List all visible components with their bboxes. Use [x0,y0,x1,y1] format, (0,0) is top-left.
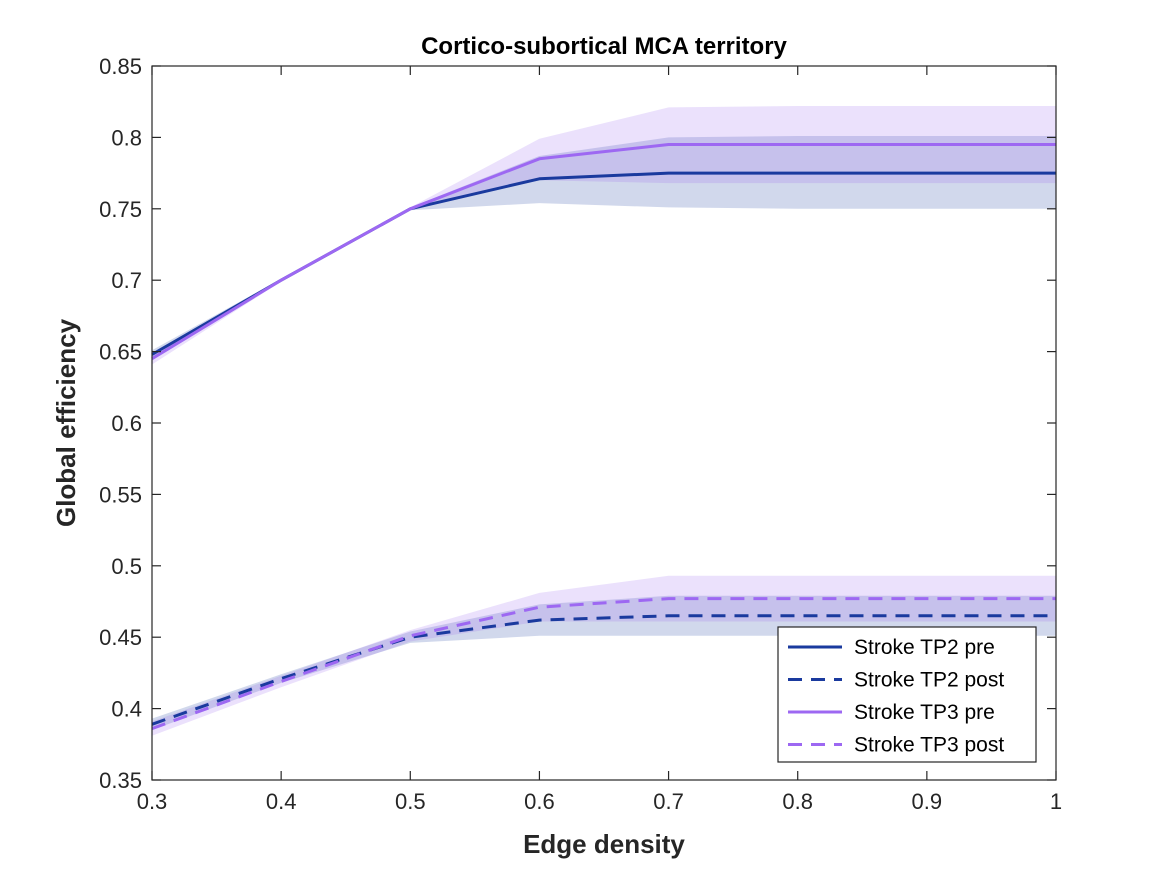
x-tick-label: 1 [1050,789,1062,814]
line-stroke-tp2-post [151,614,1056,726]
x-tick-label: 0.5 [395,789,426,814]
series-lines [151,143,1056,731]
y-tick-label: 0.6 [111,411,142,436]
y-tick-label: 0.55 [99,482,142,507]
x-axis-ticks: 0.3 0.4 0.5 0.6 0.7 0.8 0.9 1 [137,66,1062,814]
y-tick-label: 0.65 [99,340,142,365]
x-tick-label: 0.9 [912,789,943,814]
chart-title: Cortico-subortical MCA territory [421,33,787,60]
legend-label-stroke-tp3-post: Stroke TP3 post [854,734,1004,757]
y-tick-label: 0.8 [111,125,142,150]
y-tick-label: 0.7 [111,268,142,293]
line-stroke-tp3-pre [151,143,1056,360]
x-axis-label: Edge density [523,829,685,859]
x-tick-label: 0.4 [266,789,297,814]
y-tick-label: 0.45 [99,625,142,650]
x-tick-label: 0.8 [782,789,813,814]
legend-box [777,626,1037,763]
x-tick-label: 0.6 [524,789,555,814]
y-tick-label: 0.5 [111,554,142,579]
line-stroke-tp3-post [151,597,1056,731]
legend-label-stroke-tp3-pre: Stroke TP3 pre [854,701,995,724]
y-tick-label: 0.35 [99,768,142,793]
y-axis-ticks: 0.35 0.4 0.45 0.5 0.55 0.6 0.65 0.7 0.75 0.8 0.85 [99,54,1056,793]
y-tick-label: 0.4 [111,697,142,722]
legend-label-stroke-tp2-post: Stroke TP2 post [854,669,1004,692]
x-tick-label: 0.3 [137,789,168,814]
legend: Stroke TP2 pre Stroke TP2 post Stroke TP3 … [777,626,1037,763]
y-axis-label: Global efficiency [51,318,81,527]
x-tick-label: 0.7 [653,789,684,814]
band-stroke-tp2-pre [152,136,1056,359]
band-stroke-tp3-pre [152,106,1056,365]
y-tick-label: 0.85 [99,54,142,79]
legend-label-stroke-tp2-pre: Stroke TP2 pre [854,636,995,659]
y-tick-label: 0.75 [99,197,142,222]
